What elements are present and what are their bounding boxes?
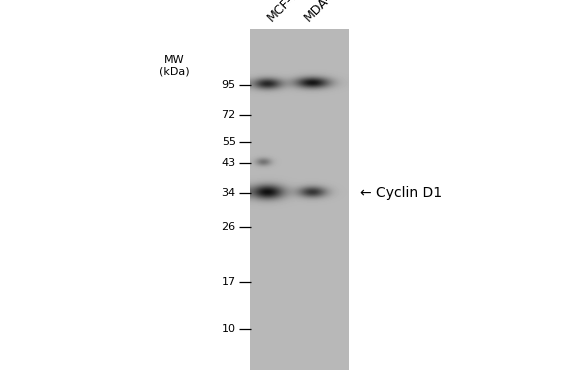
Text: 43: 43 [222,158,236,167]
Text: MCF-7: MCF-7 [265,0,301,25]
Text: 10: 10 [222,324,236,334]
Text: 17: 17 [222,277,236,287]
Text: MW
(kDa): MW (kDa) [159,55,190,76]
Text: MDA-MB-231: MDA-MB-231 [301,0,367,25]
Text: 34: 34 [222,188,236,198]
Bar [250,30,349,370]
Text: 26: 26 [222,222,236,232]
Text: 55: 55 [222,137,236,147]
Text: 95: 95 [222,80,236,90]
Text: ← Cyclin D1: ← Cyclin D1 [360,186,442,200]
Text: 72: 72 [222,110,236,120]
